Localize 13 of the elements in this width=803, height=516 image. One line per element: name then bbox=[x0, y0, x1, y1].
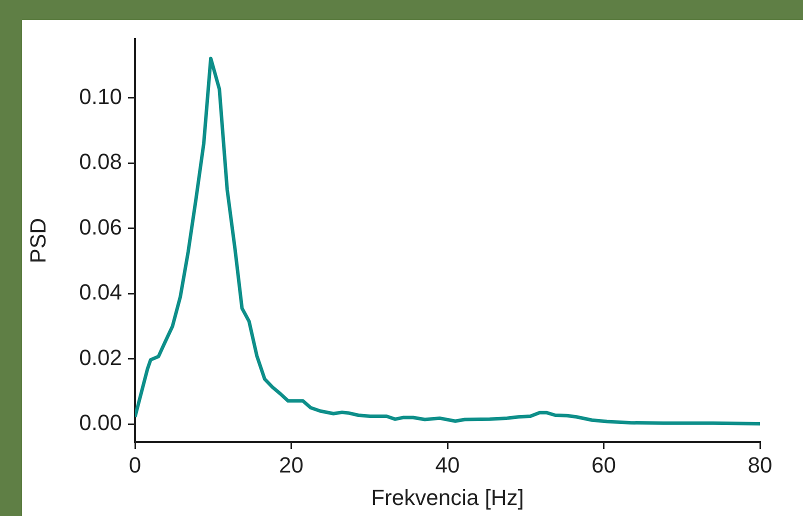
y-tick-label: 0.00 bbox=[79, 410, 122, 436]
y-tick-label: 0.10 bbox=[79, 84, 122, 109]
y-tick-label: 0.02 bbox=[79, 344, 122, 370]
x-axis-title: Frekvencia [Hz] bbox=[371, 484, 524, 510]
y-axis-title: PSD bbox=[25, 218, 50, 264]
y-tick-label: 0.06 bbox=[79, 214, 122, 240]
x-tick-label: 60 bbox=[592, 452, 616, 478]
x-tick-label: 0 bbox=[128, 452, 142, 478]
y-tick-label: 0.04 bbox=[79, 280, 122, 305]
x-tick-label: 80 bbox=[748, 452, 772, 478]
x-tick-label: 20 bbox=[279, 452, 304, 478]
y-tick-label: 0.08 bbox=[79, 149, 122, 174]
x-tick-label: 40 bbox=[435, 452, 460, 478]
